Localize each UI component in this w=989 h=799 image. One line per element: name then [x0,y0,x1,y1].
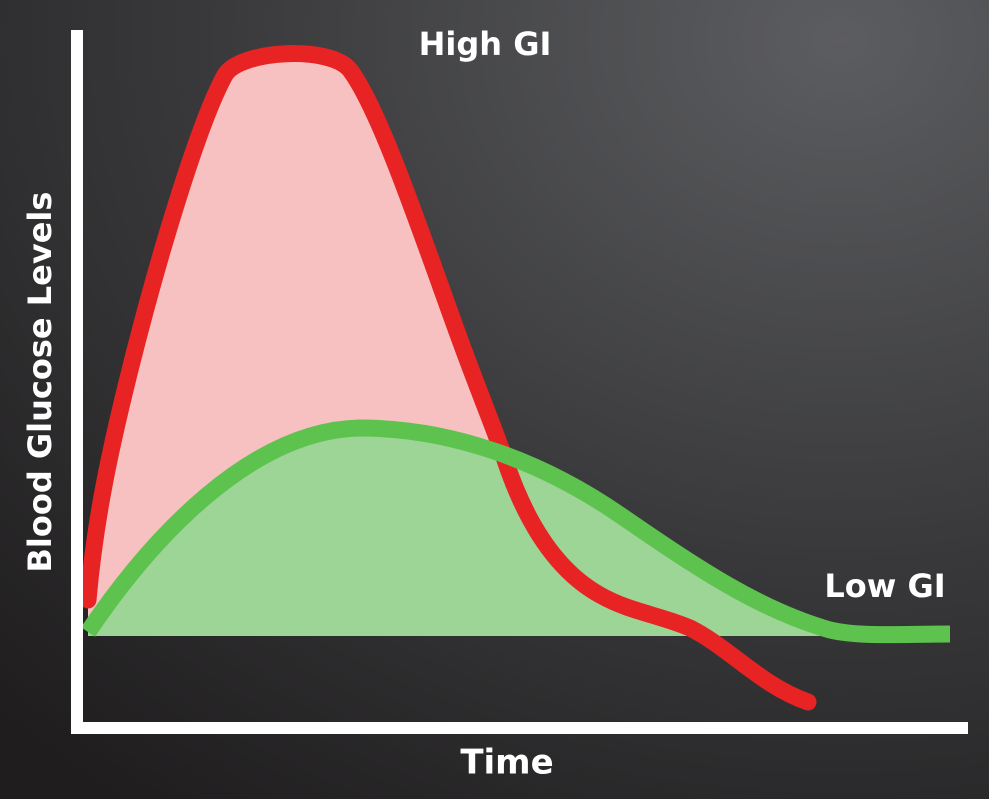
x-axis-label: Time [460,743,553,783]
high-gi-label: High GI [419,25,552,63]
low-gi-area [88,428,830,636]
y-axis-label: Blood Glucose Levels [21,192,59,573]
low-gi-curve [80,419,951,644]
high-gi-curve [79,45,817,711]
low-gi-label: Low GI [824,567,945,605]
